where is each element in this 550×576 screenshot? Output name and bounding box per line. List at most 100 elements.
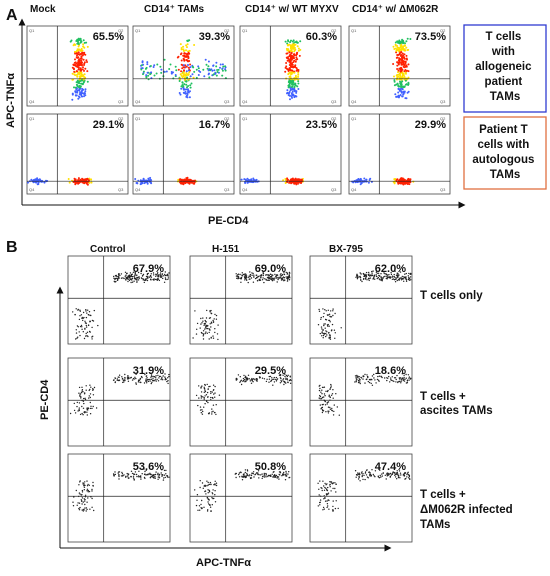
event-dot — [259, 372, 262, 375]
event-dot — [69, 412, 72, 415]
density-dot — [74, 183, 77, 186]
panel-b-plot-r2-c0: 53.6% — [67, 453, 171, 543]
event-dot — [137, 271, 140, 274]
density-dot — [397, 182, 400, 185]
density-dot — [182, 71, 185, 74]
density-dot — [83, 93, 86, 95]
density-dot — [189, 84, 192, 87]
event-dot — [140, 277, 143, 279]
event-dot — [157, 272, 159, 274]
density-dot — [397, 96, 400, 99]
event-dot — [211, 408, 213, 410]
event-dot — [212, 389, 215, 391]
event-dot — [127, 280, 129, 283]
event-dot — [152, 377, 154, 379]
event-dot — [267, 279, 270, 281]
event-dot — [113, 379, 115, 381]
event-dot — [92, 394, 95, 396]
event-dot — [213, 411, 216, 414]
density-dot — [284, 178, 287, 180]
density-dot — [292, 53, 295, 56]
event-dot — [199, 327, 201, 329]
event-dot — [206, 391, 209, 394]
event-dot — [320, 398, 323, 400]
event-dot — [75, 308, 77, 310]
event-dot — [155, 380, 157, 382]
quadrant-label-q4: Q4 — [351, 187, 357, 192]
event-dot — [92, 388, 94, 390]
event-dot — [150, 276, 153, 278]
event-dot — [90, 405, 92, 407]
event-dot — [317, 505, 319, 507]
density-dot — [405, 40, 408, 43]
event-dot — [85, 335, 87, 337]
event-dot — [389, 277, 391, 279]
event-dot — [243, 374, 245, 377]
event-dot — [235, 378, 238, 380]
event-dot — [200, 395, 202, 397]
density-dot — [213, 69, 216, 72]
event-dot — [200, 503, 202, 506]
event-dot — [330, 316, 333, 318]
density-dot — [79, 39, 82, 42]
event-dot — [265, 274, 267, 276]
density-dot — [186, 92, 189, 95]
density-dot — [402, 91, 405, 94]
density-dot — [396, 68, 399, 70]
event-dot — [157, 278, 160, 280]
event-dot — [383, 272, 385, 274]
density-dot — [80, 92, 83, 95]
event-dot — [85, 316, 88, 319]
event-dot — [89, 314, 91, 316]
event-dot — [327, 406, 330, 408]
event-dot — [323, 312, 325, 315]
event-dot — [132, 477, 135, 479]
density-dot — [184, 76, 187, 79]
density-dot — [406, 69, 408, 72]
density-dot — [221, 69, 224, 72]
panel-a-x-axis-label: PE-CD4 — [208, 215, 249, 227]
event-dot — [132, 271, 135, 273]
density-dot — [184, 182, 187, 185]
density-dot — [178, 92, 181, 94]
density-dot — [291, 63, 294, 66]
event-dot — [277, 277, 279, 279]
density-dot — [83, 69, 85, 72]
density-dot — [185, 83, 188, 86]
density-dot — [289, 41, 292, 44]
density-dot — [401, 80, 404, 83]
event-dot — [321, 389, 323, 391]
density-dot — [399, 44, 402, 47]
event-dot — [358, 276, 360, 278]
density-dot — [84, 67, 87, 70]
event-dot — [265, 475, 267, 477]
density-dot — [285, 67, 288, 70]
event-dot — [396, 279, 398, 282]
event-dot — [405, 377, 407, 379]
event-dot — [334, 507, 337, 510]
density-dot — [81, 49, 84, 52]
event-dot — [77, 336, 79, 338]
density-dot — [294, 74, 297, 77]
density-dot — [224, 65, 227, 68]
event-dot — [367, 380, 369, 383]
density-dot — [396, 61, 399, 64]
event-dot — [332, 505, 334, 508]
event-dot — [327, 410, 329, 412]
event-dot — [394, 281, 397, 283]
event-dot — [288, 274, 290, 277]
event-dot — [196, 494, 199, 496]
event-dot — [390, 273, 393, 276]
density-dot — [147, 74, 150, 77]
event-dot — [324, 327, 326, 329]
event-dot — [359, 480, 361, 482]
density-dot — [153, 64, 156, 67]
density-dot — [77, 40, 79, 43]
plot-frame — [189, 357, 293, 447]
event-dot — [153, 376, 156, 378]
event-dot — [241, 275, 244, 277]
event-dot — [82, 482, 84, 484]
event-dot — [389, 381, 391, 383]
event-dot — [87, 489, 90, 492]
event-dot — [285, 378, 287, 381]
